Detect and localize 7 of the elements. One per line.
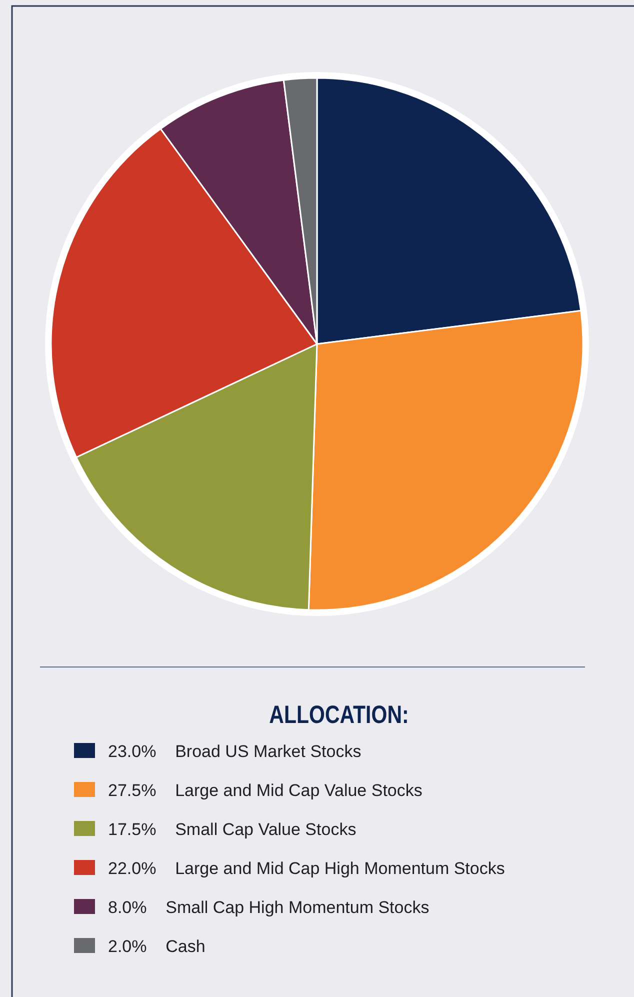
legend-label: 17.5% Small Cap Value Stocks bbox=[108, 820, 356, 839]
legend-label: 2.0% Cash bbox=[108, 937, 206, 956]
legend-label: 23.0% Broad US Market Stocks bbox=[108, 742, 362, 761]
legend-label: 8.0% Small Cap High Momentum Stocks bbox=[108, 898, 430, 917]
legend-title: ALLOCATION: bbox=[269, 700, 409, 728]
legend-label: 27.5% Large and Mid Cap Value Stocks bbox=[108, 781, 422, 800]
legend-label: 22.0% Large and Mid Cap High Momentum Stocks bbox=[108, 859, 505, 878]
